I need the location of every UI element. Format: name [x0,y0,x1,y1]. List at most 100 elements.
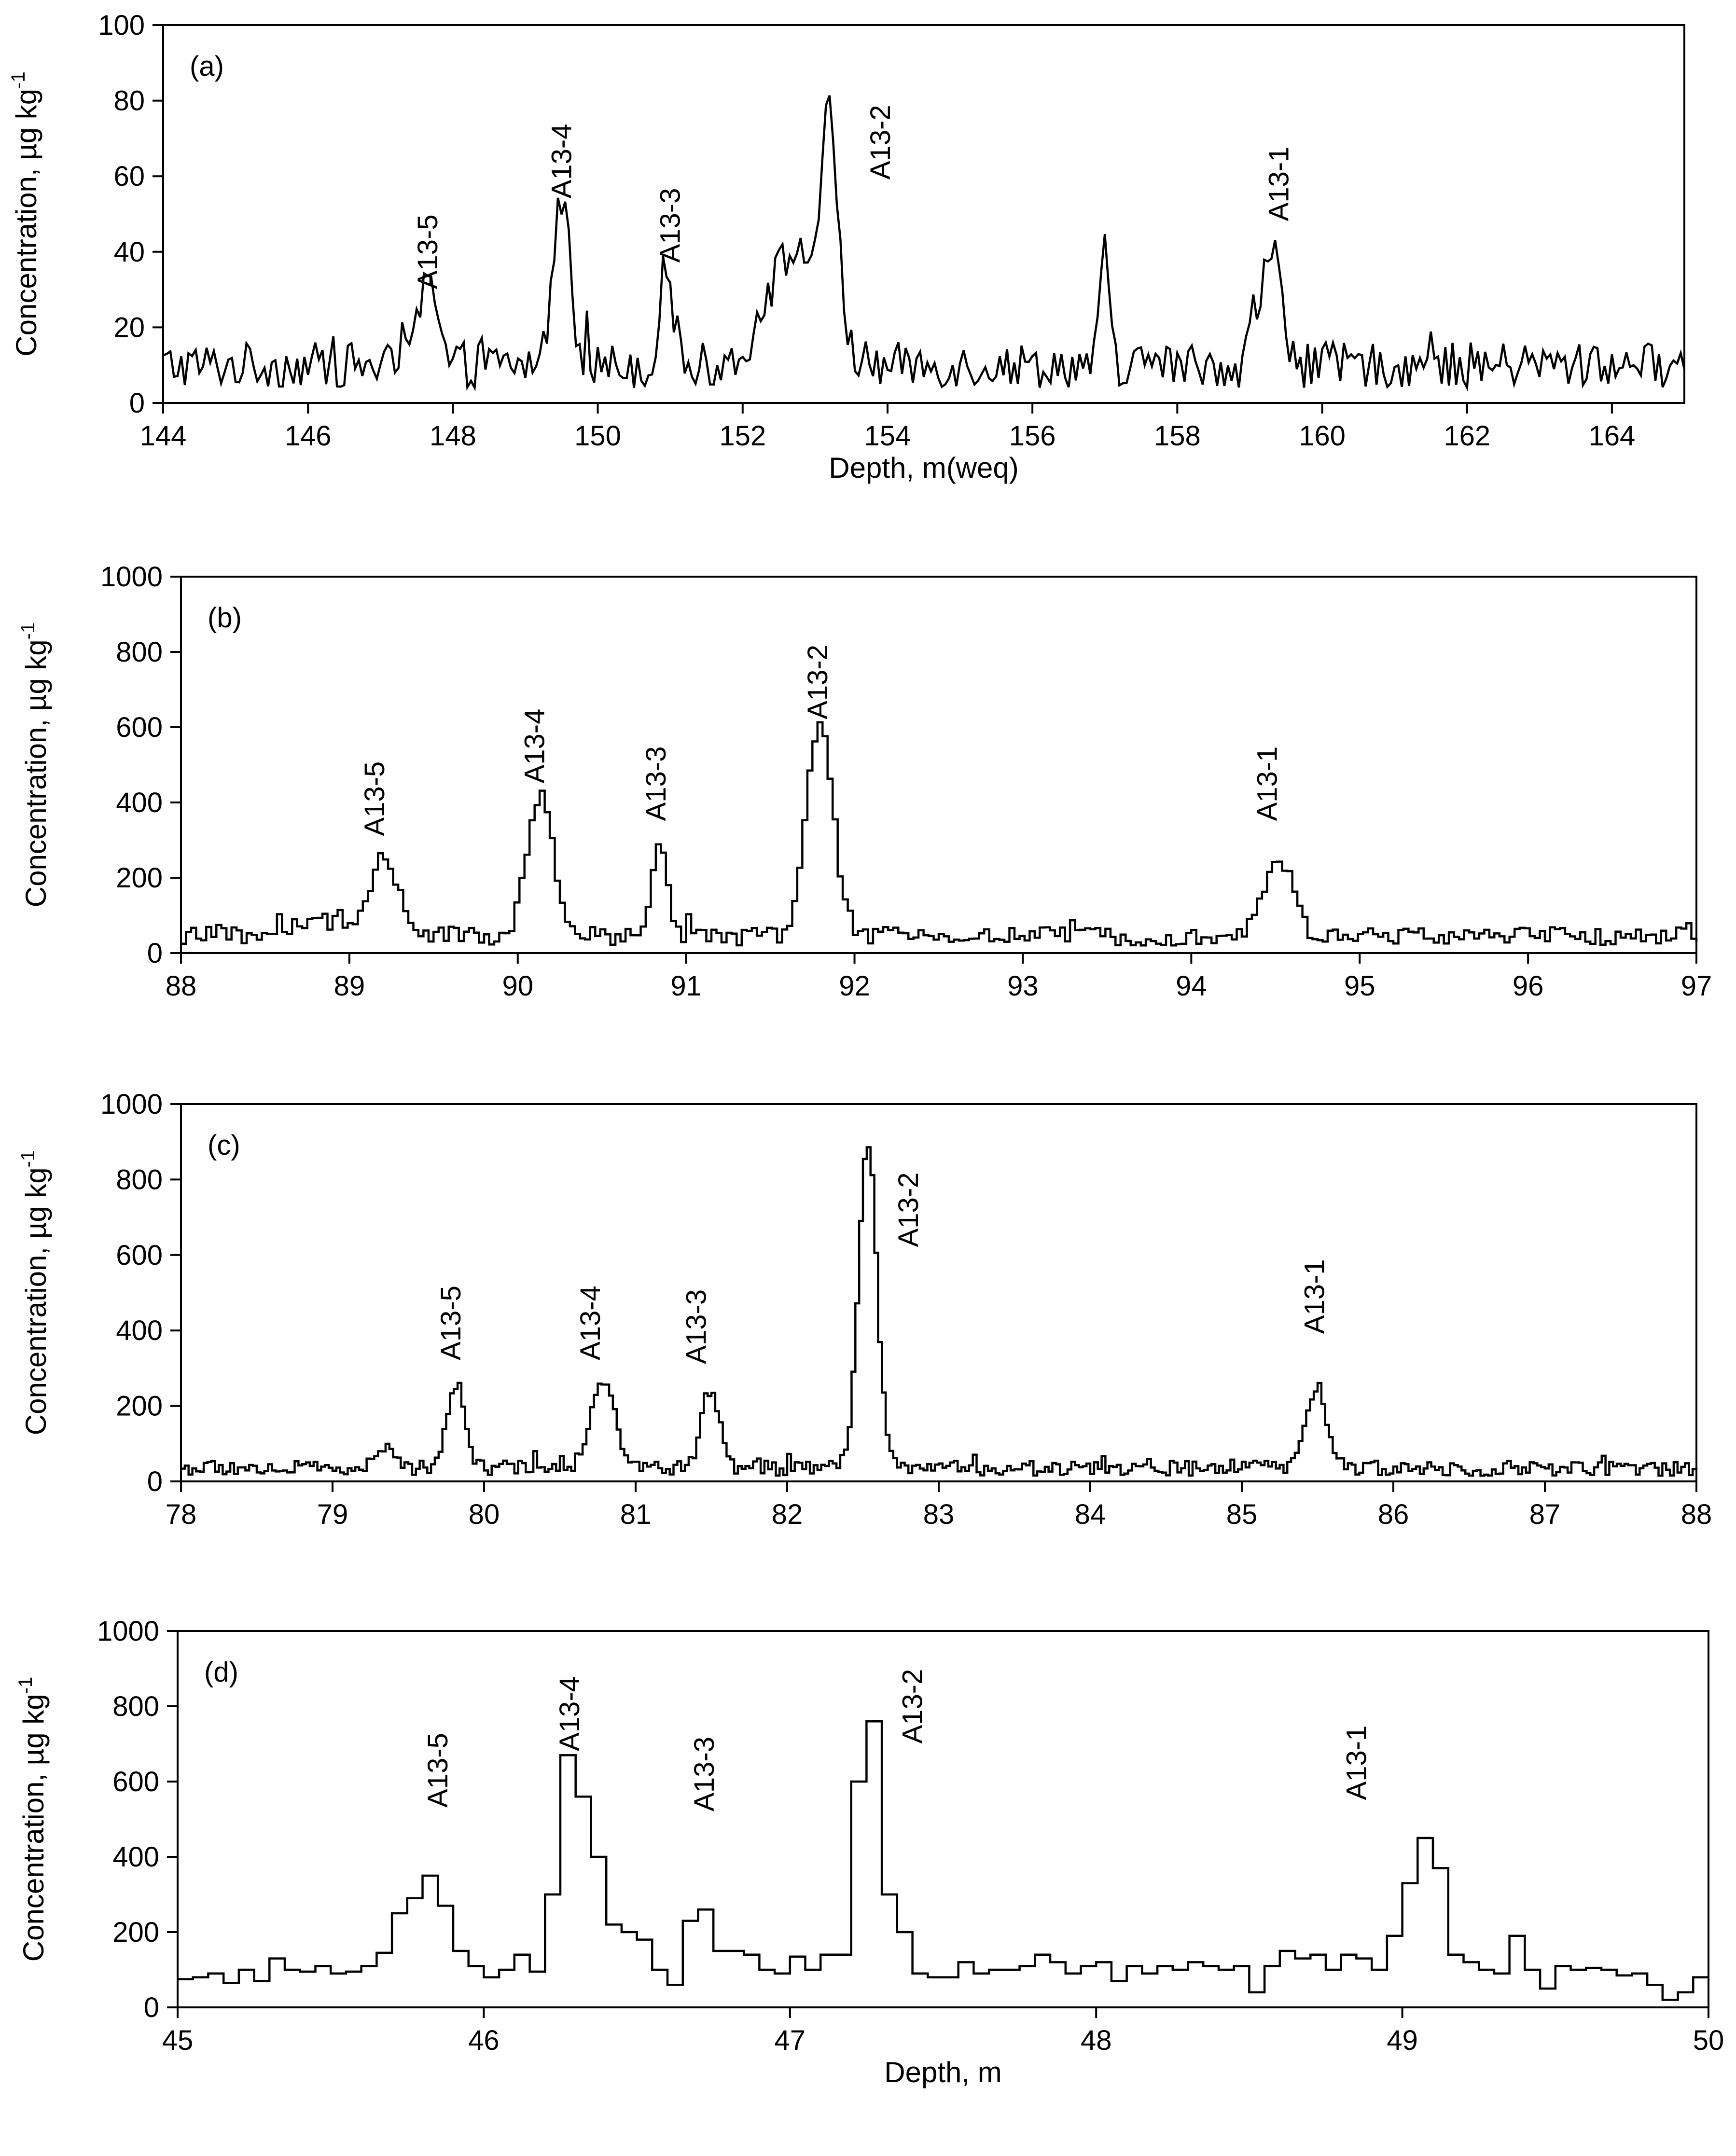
y-axis-title-superscript: -1 [17,622,39,640]
plot-frame [162,24,1685,404]
y-tick-label: 80 [113,85,145,117]
peak-annotation: A13-3 [681,1289,712,1364]
peak-annotation: A13-4 [575,1285,606,1360]
x-tick-label: 148 [430,420,476,452]
y-tick-label: 600 [116,712,163,743]
x-tick-label: 92 [839,970,870,1002]
peak-annotation: A13-5 [412,214,444,289]
x-tick-label: 86 [1378,1499,1409,1530]
y-axis-title-text: Concentration, µg kg [20,639,52,907]
x-tick-label: 47 [775,2025,806,2056]
chart-panel-1: 144 146 148 150 152 154 156 158 160 162 164 0 20 40 60… [8,10,1686,484]
series-line [181,721,1698,947]
panel-label: (c) [208,1130,240,1161]
peak-annotation: A13-4 [554,1676,585,1751]
peak-annotation: A13-4 [546,124,578,199]
chart-panel-4: 45 46 47 48 49 50 0 200 400 600 800 1000 Concentrati… [15,1616,1724,2088]
y-tick-label: 0 [129,387,145,419]
x-tick-label: 156 [1009,420,1056,452]
x-axis-title: Depth, m [884,2056,1001,2088]
x-tick-label: 87 [1529,1499,1561,1530]
peak-annotation: A13-4 [519,709,551,784]
x-tick-label: 79 [317,1499,348,1530]
y-tick-label: 800 [116,636,163,668]
series-line [163,95,1686,392]
y-tick-label: 0 [147,1466,163,1497]
y-tick-label: 200 [116,1391,163,1422]
peak-annotation: A13-1 [1341,1726,1372,1800]
panel-label: (b) [208,602,242,634]
y-tick-label: 1000 [100,1089,163,1120]
x-tick-label: 88 [166,970,197,1002]
x-tick-label: 84 [1075,1499,1106,1530]
y-tick-label: 200 [112,1917,159,1948]
y-axis-title-superscript: -1 [15,1677,36,1694]
x-tick-label: 154 [864,420,911,452]
y-tick-label: 100 [98,10,145,41]
peak-annotation: A13-2 [865,105,896,180]
y-axis-title-text: Concentration, µg kg [10,89,42,357]
x-tick-label: 82 [772,1499,803,1530]
y-axis-title: Concentration, µg kg-1 [8,71,42,356]
x-tick-label: 85 [1226,1499,1258,1530]
y-tick-label: 800 [116,1164,163,1195]
y-tick-label: 0 [147,938,163,969]
x-tick-label: 160 [1299,420,1346,452]
x-axis-title: Depth, m(weq) [829,452,1018,484]
x-tick-label: 80 [469,1499,500,1530]
x-tick-label: 81 [620,1499,652,1530]
plot-frame [180,576,1697,954]
y-axis-title-text: Concentration, µg kg [20,1167,52,1435]
x-tick-label: 95 [1344,970,1375,1002]
y-tick-label: 200 [116,862,163,894]
y-axis-title-superscript: -1 [17,1150,39,1168]
y-tick-label: 600 [116,1240,163,1271]
y-tick-label: 20 [113,312,145,343]
x-tick-label: 49 [1387,2025,1418,2056]
chart-panel-2: 88 89 90 91 92 93 94 95 96 97 0 200 400 600 800 1000 Con… [17,561,1712,1002]
y-axis-title: Concentration, µg kg-1 [17,1150,52,1435]
x-tick-label: 78 [166,1499,197,1530]
y-tick-label: 400 [112,1841,159,1873]
x-tick-label: 150 [574,420,621,452]
y-tick-label: 60 [113,161,145,192]
peak-annotation: A13-3 [655,188,686,263]
x-tick-label: 164 [1589,420,1636,452]
peak-annotation: A13-2 [897,1669,929,1744]
x-tick-label: 89 [334,970,365,1002]
plot-frame [180,1103,1697,1482]
peak-annotation: A13-1 [1251,746,1283,821]
x-tick-label: 96 [1513,970,1544,1002]
x-tick-label: 162 [1444,420,1490,452]
y-tick-label: 400 [116,1315,163,1346]
x-tick-label: 158 [1154,420,1201,452]
panel-label: (d) [204,1657,238,1688]
y-tick-label: 800 [112,1691,159,1722]
x-tick-label: 146 [285,420,332,452]
y-tick-label: 1000 [100,561,163,593]
x-tick-label: 46 [468,2025,500,2056]
panel-label: (a) [190,51,224,82]
x-tick-label: 144 [140,420,187,452]
peak-annotation: A13-2 [893,1173,924,1247]
series-line [181,1146,1698,1477]
x-tick-label: 97 [1681,970,1712,1002]
x-tick-label: 45 [162,2025,194,2056]
plot-frame [177,1630,1709,2008]
y-tick-label: 0 [144,1992,159,2023]
y-axis-title-text: Concentration, µg kg [17,1694,50,1962]
x-tick-label: 94 [1176,970,1207,1002]
x-tick-label: 90 [502,970,534,1002]
x-tick-label: 50 [1693,2025,1724,2056]
x-tick-label: 91 [670,970,702,1002]
peak-annotation: A13-1 [1264,147,1295,221]
chart-panel-3: 78 79 80 81 82 83 84 85 86 87 88 0 200 400 600 800 1000 C… [17,1089,1712,1530]
peak-annotation: A13-5 [422,1733,454,1808]
peak-annotation: A13-5 [359,761,390,836]
peak-annotation: A13-1 [1299,1259,1331,1334]
y-tick-label: 400 [116,787,163,818]
y-axis-title: Concentration, µg kg-1 [17,622,52,907]
peak-annotation: A13-3 [640,746,672,821]
y-tick-label: 40 [113,236,145,268]
